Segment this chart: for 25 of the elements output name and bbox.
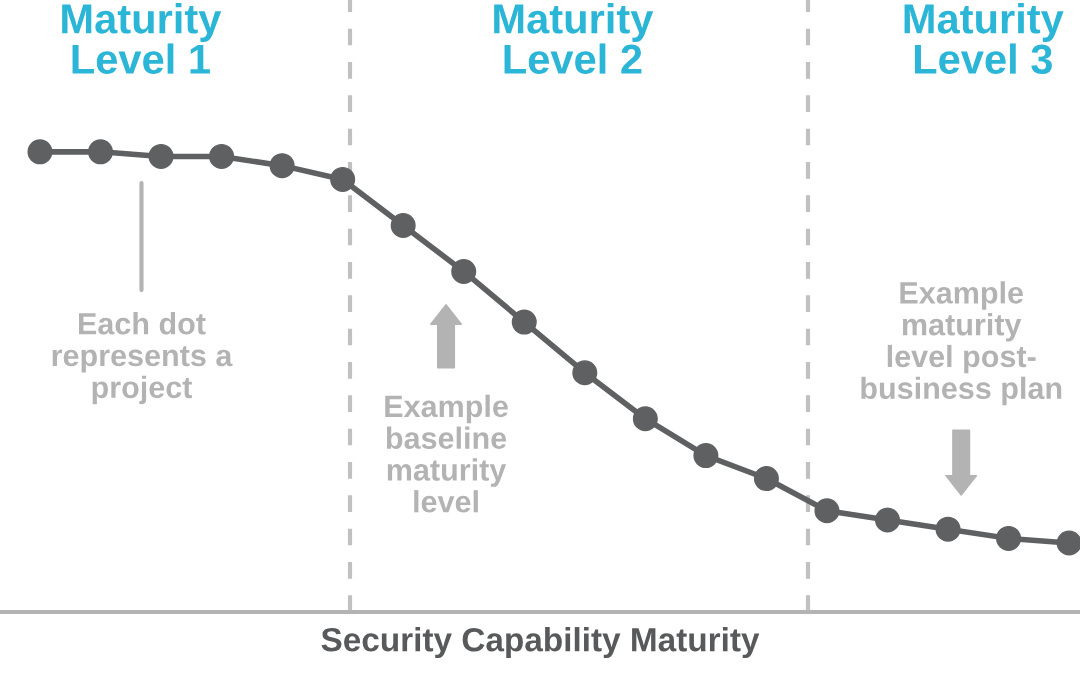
text: Maturity Level 3 bbox=[904, 3, 1064, 75]
text: Maturity Level 2 bbox=[494, 3, 654, 75]
point bbox=[874, 507, 900, 533]
annotation: Example baseline maturity level bbox=[385, 394, 508, 513]
point bbox=[632, 406, 658, 432]
point bbox=[814, 498, 840, 524]
point bbox=[996, 525, 1022, 551]
annotation: Each dot represents a project bbox=[52, 312, 233, 405]
point bbox=[87, 139, 113, 165]
text: Maturity Level 1 bbox=[62, 3, 222, 75]
point bbox=[330, 166, 356, 192]
point bbox=[753, 466, 779, 492]
x-axis-title: Security Capability Maturity bbox=[321, 627, 760, 659]
point bbox=[511, 309, 537, 335]
point bbox=[572, 360, 598, 386]
point bbox=[693, 443, 719, 469]
point bbox=[390, 212, 416, 238]
annotation: Example maturity level post- business plan bbox=[861, 281, 1062, 406]
point bbox=[1056, 530, 1080, 556]
point bbox=[27, 139, 53, 165]
point bbox=[209, 143, 235, 169]
point bbox=[451, 258, 477, 284]
point bbox=[269, 153, 295, 179]
point bbox=[935, 516, 961, 542]
point bbox=[148, 143, 174, 169]
